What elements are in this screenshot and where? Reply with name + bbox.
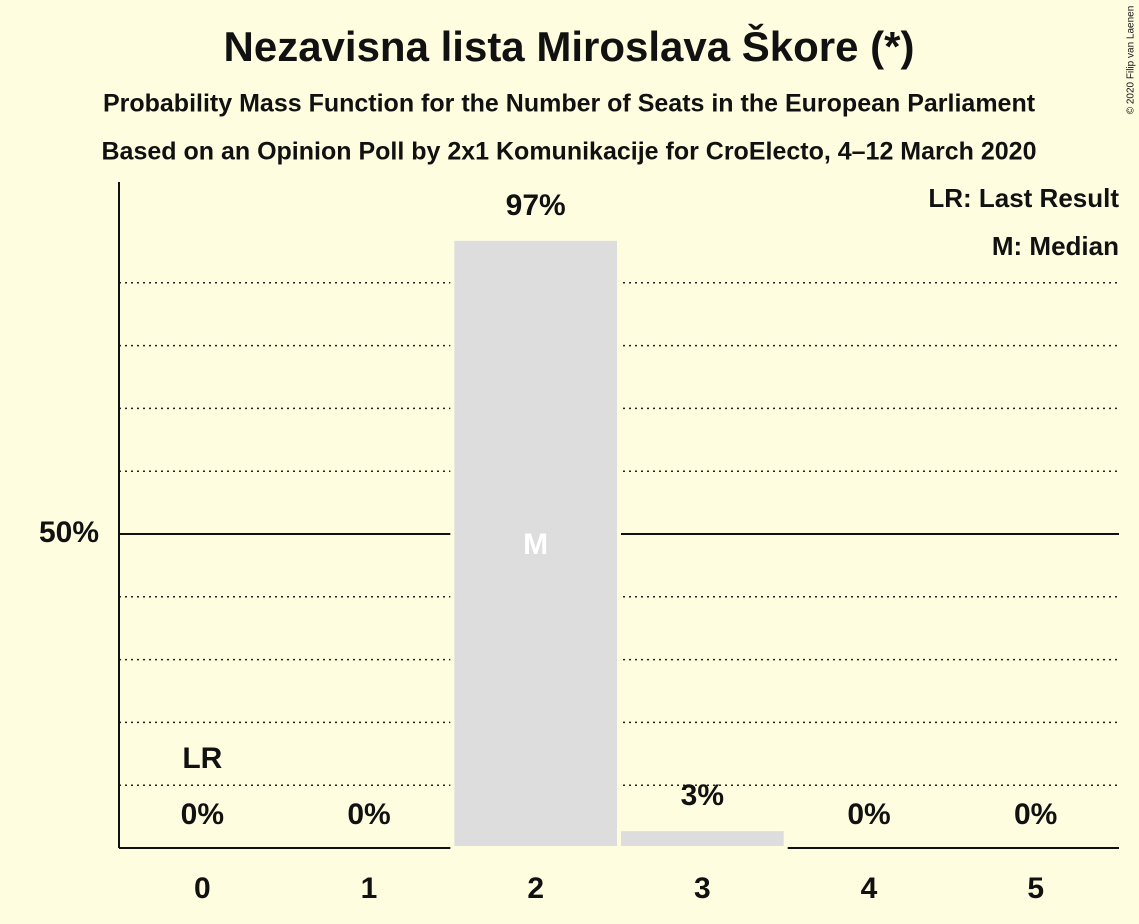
x-tick-label: 1 <box>361 872 378 905</box>
chart-title: Nezavisna lista Miroslava Škore (*) <box>224 22 915 70</box>
x-tick-label: 5 <box>1027 872 1044 905</box>
legend-entry: LR: Last Result <box>928 183 1119 213</box>
last-result-marker: LR <box>182 742 222 775</box>
value-label: 0% <box>847 798 890 831</box>
bar <box>450 236 622 850</box>
x-tick-label: 4 <box>861 872 878 905</box>
y-tick-label: 50% <box>39 516 99 549</box>
value-label: 0% <box>181 798 224 831</box>
value-label: 97% <box>506 189 566 222</box>
chart-subtitle: Based on an Opinion Poll by 2x1 Komunika… <box>101 138 1036 166</box>
x-tick-label: 3 <box>694 872 711 905</box>
value-label: 0% <box>347 798 390 831</box>
median-marker: M <box>523 528 548 561</box>
copyright: © 2020 Filip van Laenen <box>1126 6 1137 115</box>
chart-subtitle: Probability Mass Function for the Number… <box>103 90 1036 118</box>
bar <box>617 827 788 850</box>
legend-entry: M: Median <box>992 231 1119 261</box>
x-tick-label: 0 <box>194 872 211 905</box>
x-tick-label: 2 <box>527 872 544 905</box>
value-label: 3% <box>681 779 724 812</box>
value-label: 0% <box>1014 798 1057 831</box>
